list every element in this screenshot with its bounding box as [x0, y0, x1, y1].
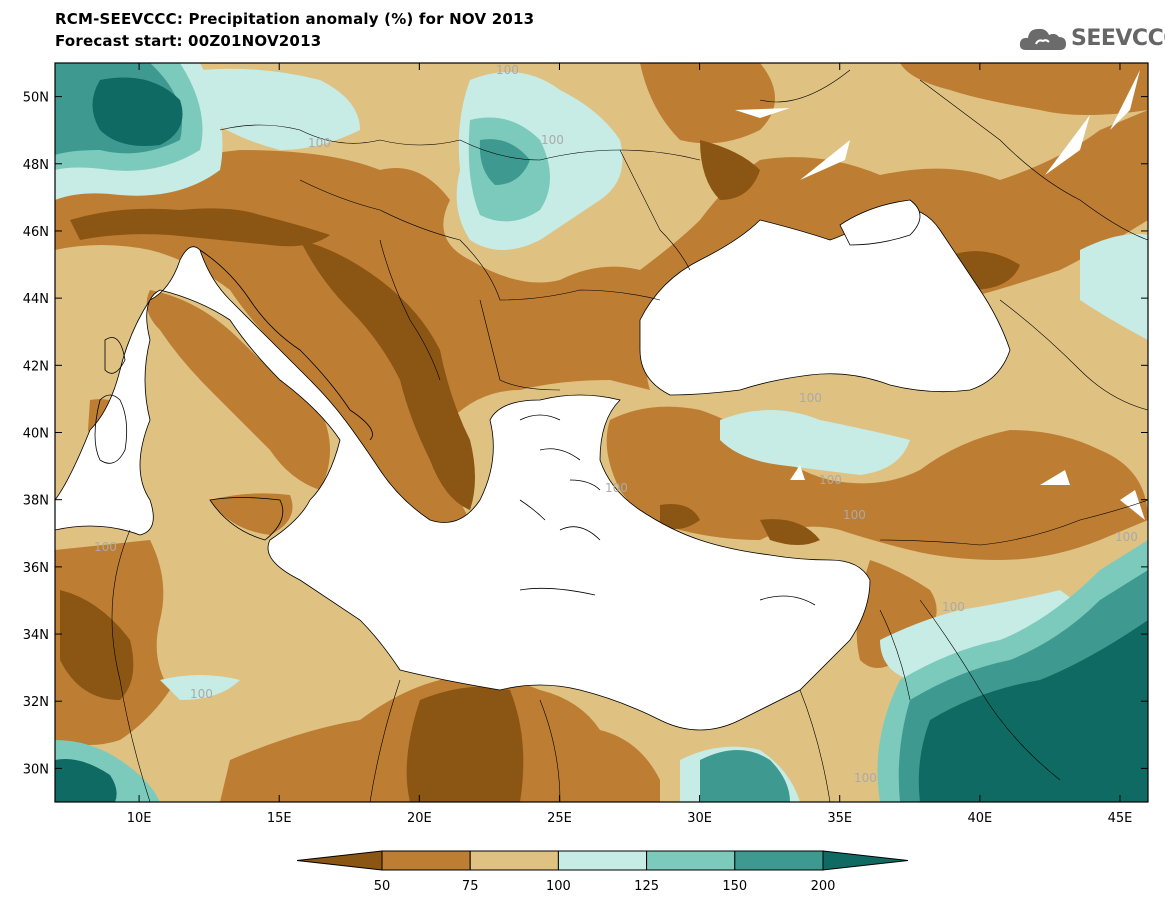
colorbar-segment	[381, 850, 471, 871]
band-50-75-sicily	[210, 493, 293, 535]
lon-tick-label: 45E	[1108, 811, 1133, 826]
band-lt50-tunisia	[60, 590, 134, 700]
colorbar-label: 100	[546, 879, 571, 894]
colorbar-label: 150	[722, 879, 747, 894]
band-100-125-levant-west	[880, 590, 1100, 680]
band-lt50-ukraine	[700, 140, 760, 200]
colorbar-label: 200	[811, 879, 836, 894]
lon-tick-label: 25E	[547, 811, 572, 826]
contour-label: 100	[605, 481, 628, 495]
lat-tick-label: 32N	[23, 695, 49, 710]
band-100-125-germany	[196, 68, 360, 150]
lon-tick-label: 10E	[127, 811, 152, 826]
band-lt50-alps	[70, 208, 330, 247]
colorbar-segment	[646, 850, 736, 871]
colorbar-segment	[557, 850, 648, 871]
lat-tick-label: 46N	[23, 225, 49, 240]
band-50-75-north	[640, 63, 775, 144]
lon-tick-label: 40E	[967, 811, 992, 826]
longitude-axis: 10E 15E 20E 25E 30E 35E 40E 45E	[127, 63, 1133, 826]
logo-text: SEEVCCC	[1071, 26, 1165, 51]
colorbar-segment	[734, 850, 824, 871]
lat-tick-label: 30N	[23, 762, 49, 777]
colorbar-segment	[469, 850, 559, 871]
country-borders	[111, 69, 1148, 802]
contour-label: 100	[843, 508, 866, 522]
white-patch-3	[790, 465, 1145, 520]
map-area: 100 100 100 100 100 100 100 100 100 100 …	[55, 63, 1148, 802]
band-50-75-ne	[900, 63, 1148, 115]
band-gt200-west	[92, 77, 183, 146]
seevccc-logo: SEEVCCC	[1018, 22, 1165, 56]
colorbar-label: 75	[462, 879, 479, 894]
contour-label: 100	[308, 136, 331, 150]
colorbar: 50 75 100 125 150 200	[296, 850, 909, 894]
band-gt200-sw	[55, 759, 117, 802]
colorbar-label: 50	[374, 879, 391, 894]
lat-tick-label: 50N	[23, 91, 49, 106]
forecast-start-label: Forecast start: 00Z01NOV2013	[55, 32, 322, 50]
band-lt50-dinaric	[300, 240, 475, 510]
white-patch-1	[800, 140, 850, 180]
contour-label: 100	[496, 63, 519, 77]
latitude-axis: 50N 48N 46N 44N 42N 40N 38N 36N 34N 32N 30N	[23, 91, 1148, 777]
contour-label: 100	[94, 540, 117, 554]
contour-label: 100	[541, 133, 564, 147]
lat-tick-label: 48N	[23, 158, 49, 173]
lat-tick-label: 44N	[23, 292, 49, 307]
contour-label: 100	[819, 473, 842, 487]
lat-tick-label: 34N	[23, 628, 49, 643]
band-gt200-east	[918, 620, 1148, 802]
colorbar-segment	[822, 850, 909, 871]
lon-tick-label: 30E	[687, 811, 712, 826]
band-100-125-libya-coast	[160, 675, 240, 700]
lat-tick-label: 38N	[23, 494, 49, 509]
contour-labels: 100 100 100 100 100 100 100 100 100 100 …	[94, 63, 1138, 785]
contour-label: 100	[1115, 530, 1138, 544]
map-title: RCM-SEEVCCC: Precipitation anomaly (%) f…	[55, 10, 535, 28]
lat-tick-label: 42N	[23, 359, 49, 374]
sea-black	[639, 207, 1011, 396]
lat-tick-label: 40N	[23, 427, 49, 442]
band-100-125-anatolia	[720, 410, 910, 475]
sea-azov	[839, 199, 921, 246]
contour-label: 100	[942, 600, 965, 614]
band-lt50-libya	[406, 686, 524, 802]
colorbar-segment	[296, 850, 383, 871]
white-patch-4	[735, 108, 790, 118]
band-150-200-sinai	[700, 750, 790, 802]
lon-tick-label: 35E	[827, 811, 852, 826]
band-150-200-hungary	[479, 139, 530, 185]
contour-label: 100	[799, 391, 822, 405]
band-50-75-italy	[146, 290, 330, 490]
coastlines	[94, 249, 816, 606]
band-lt50-turkey	[660, 504, 820, 545]
white-patch-2	[1045, 70, 1140, 175]
band-100-125-east-sea	[1080, 234, 1148, 340]
colorbar-label: 125	[634, 879, 659, 894]
cloud-logo-icon	[1019, 28, 1066, 50]
lon-tick-label: 20E	[407, 811, 432, 826]
lon-tick-label: 15E	[267, 811, 292, 826]
contour-label: 100	[854, 771, 877, 785]
contour-label: 100	[190, 687, 213, 701]
lat-tick-label: 36N	[23, 561, 49, 576]
sea-mediterranean	[55, 246, 871, 731]
